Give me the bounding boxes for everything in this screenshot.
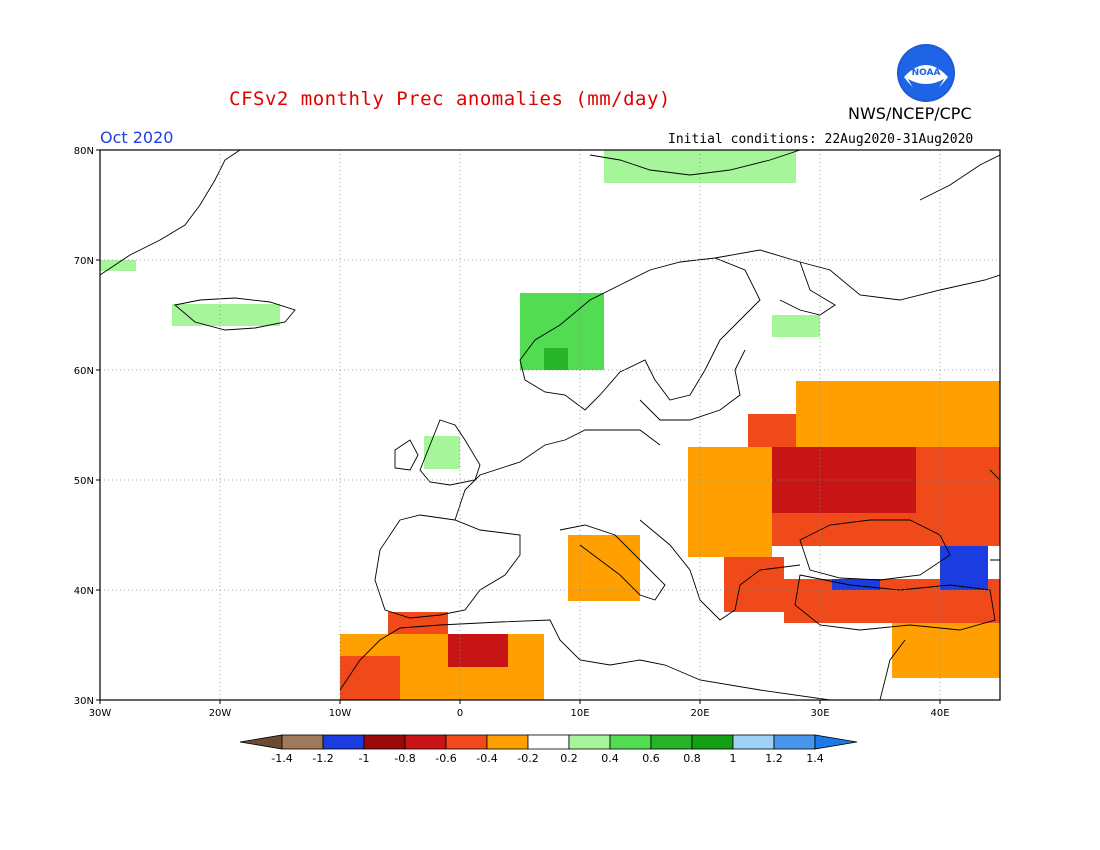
colorbar-swatch [404, 734, 447, 750]
lat-tick-label: 60N [74, 366, 94, 377]
anomaly-region-spain-south [388, 612, 448, 634]
colorbar-label: 1.2 [765, 752, 783, 765]
colorbar-swatch [445, 734, 488, 750]
baltic-outline [639, 349, 746, 421]
colorbar-swatch [568, 734, 611, 750]
colorbar-label: -0.2 [517, 752, 538, 765]
colorbar-label: 0.2 [560, 752, 578, 765]
anomaly-region-algeria-core [448, 634, 508, 667]
lon-tick-label: 40E [930, 708, 949, 719]
lon-tick-label: 20E [690, 708, 709, 719]
novaya-outline [919, 154, 1000, 201]
anomaly-region-greenland-east [100, 260, 136, 271]
lon-tick-label: 20W [209, 708, 232, 719]
colorbar-under-arrow [239, 734, 283, 750]
noaa-logo: NOAA [897, 44, 955, 102]
colorbar: -1.4 -1.2 -1 -0.8 -0.6 -0.4 -0.2 0.2 0.4 0.6 0.8 1 1… [239, 734, 858, 765]
colorbar-label: 1 [730, 752, 737, 765]
lon-tick-label: 30E [810, 708, 829, 719]
anomaly-region-caucasus-blue [940, 546, 988, 590]
italy-outline [559, 524, 666, 601]
iberia-outline [374, 514, 521, 619]
forecast-month: Oct 2020 [100, 128, 174, 147]
map-title: CFSv2 monthly Prec anomalies (mm/day) [229, 88, 671, 110]
lon-tick-label: 30W [89, 708, 112, 719]
lat-tick-label: 40N [74, 586, 94, 597]
anomaly-region-eastern-europe [688, 447, 772, 557]
caspian-outline [989, 469, 1000, 561]
ireland-outline [394, 439, 419, 471]
colorbar-label: -1.4 [271, 752, 292, 765]
colorbar-label: -1.2 [312, 752, 333, 765]
colorbar-label: 1.4 [806, 752, 824, 765]
black-sea-outline [799, 519, 951, 581]
colorbar-swatch [773, 734, 816, 750]
north-africa-outline [339, 619, 831, 700]
iceland-outline [174, 297, 296, 331]
anomaly-region-levant [892, 623, 1000, 678]
map-frame [99, 149, 1001, 701]
lat-tick-label: 80N [74, 146, 94, 157]
white-sea-outline [779, 261, 836, 316]
anomaly-region-italy-adriatic [568, 535, 640, 601]
lat-tick-label: 30N [74, 696, 94, 707]
scandinavia-outline [519, 257, 761, 411]
initial-conditions: Initial conditions: 22Aug2020-31Aug2020 [668, 132, 974, 147]
anomaly-region-black-sea-blue [832, 579, 880, 590]
colorbar-label: -0.4 [476, 752, 497, 765]
anomaly-region-finland-light [772, 315, 820, 337]
colorbar-swatch [732, 734, 775, 750]
lon-tick-label: 10W [329, 708, 352, 719]
britain-outline [419, 419, 481, 486]
colorbar-label: 0.6 [642, 752, 660, 765]
greenland-outline [100, 150, 241, 276]
anomaly-fill-layer [100, 150, 1000, 700]
organization-label: NWS/NCEP/CPC [848, 104, 972, 123]
anomaly-region-iceland [172, 304, 280, 326]
colorbar-label: -0.8 [394, 752, 415, 765]
anomaly-region-balkans [724, 557, 784, 612]
svalbard-outline [589, 150, 801, 176]
colorbar-swatch [691, 734, 734, 750]
balkans-outline [639, 519, 801, 621]
levant-outline [879, 639, 906, 700]
anomaly-region-norway-dark [544, 348, 568, 370]
coastlines-borders [100, 150, 1000, 700]
colorbar-swatch [609, 734, 652, 750]
lat-tick-label: 70N [74, 256, 94, 267]
finland-outline [714, 249, 1000, 301]
colorbar-swatch [650, 734, 693, 750]
noaa-logo-text: NOAA [912, 68, 941, 78]
turkey-outline [794, 574, 996, 631]
colorbar-over-arrow [814, 734, 858, 750]
axis-ticks: 30W 20W 10W 0 10E 20E 30E 40E 30N 40N 50N 60N 70N 80N [74, 146, 950, 719]
colorbar-label: -0.6 [435, 752, 456, 765]
anomaly-region-morocco [340, 656, 400, 700]
anomaly-region-central-russia [796, 381, 1000, 447]
france-outline [454, 429, 661, 521]
colorbar-swatch [281, 734, 324, 750]
colorbar-swatch [486, 734, 529, 750]
colorbar-swatch [322, 734, 365, 750]
lat-tick-label: 50N [74, 476, 94, 487]
colorbar-label: 0.8 [683, 752, 701, 765]
lon-tick-label: 10E [570, 708, 589, 719]
colorbar-label: 0.4 [601, 752, 619, 765]
colorbar-swatch [363, 734, 406, 750]
anomaly-region-britain [424, 436, 460, 469]
colorbar-swatch [527, 734, 570, 750]
lon-tick-label: 0 [457, 708, 463, 719]
colorbar-label: -1 [359, 752, 370, 765]
